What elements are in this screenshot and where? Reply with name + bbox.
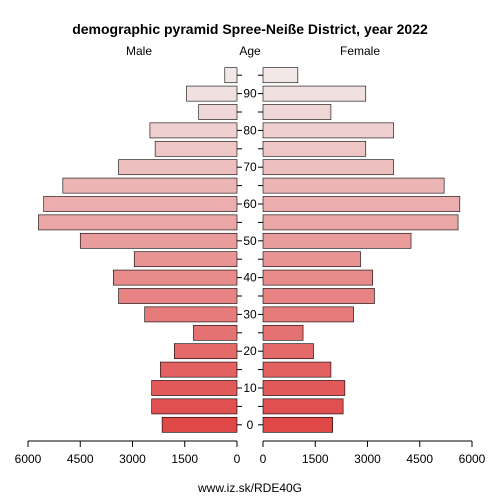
male-bar <box>118 159 238 176</box>
male-bar <box>193 324 238 341</box>
female-bar <box>262 306 354 323</box>
male-bar <box>161 416 238 433</box>
female-bar <box>262 104 332 120</box>
x-tick-label-right: 3000 <box>354 452 381 466</box>
male-bar <box>43 196 238 212</box>
male-bars <box>38 67 238 433</box>
female-bar <box>262 214 459 231</box>
age-tick-label: 40 <box>243 271 257 285</box>
female-bar <box>262 288 375 304</box>
x-tick-label-left: 4500 <box>67 452 94 466</box>
male-bar <box>133 251 238 268</box>
female-bar <box>262 67 299 84</box>
x-tick-label-left: 0 <box>234 452 241 466</box>
female-bar <box>262 122 394 139</box>
male-label: Male <box>126 44 152 58</box>
female-bar <box>262 140 367 157</box>
chart-title: demographic pyramid Spree-Neiße District… <box>72 21 428 37</box>
male-bar <box>38 214 238 231</box>
female-bar <box>262 85 367 102</box>
male-bar <box>151 380 238 396</box>
male-bar <box>151 398 238 415</box>
female-bar <box>262 324 304 341</box>
age-tick-label: 0 <box>247 418 254 432</box>
male-bar <box>62 177 238 194</box>
x-tick-label-right: 1500 <box>302 452 329 466</box>
x-tick-label-left: 1500 <box>171 452 198 466</box>
male-bar <box>118 288 238 304</box>
x-tick-label-right: 4500 <box>406 452 433 466</box>
male-bar <box>186 85 238 102</box>
x-tick-label-left: 6000 <box>15 452 42 466</box>
female-bar <box>262 269 374 286</box>
male-bar <box>144 306 238 323</box>
x-tick-label-right: 0 <box>260 452 267 466</box>
axes: 0 10 20 30 40 50 60 70 80 90 6000 4500 3000 1500 0 0 150… <box>15 74 486 466</box>
age-tick-label: 60 <box>243 197 257 211</box>
female-label: Female <box>340 44 380 58</box>
male-bar <box>160 361 238 378</box>
age-tick-label: 90 <box>243 87 257 101</box>
age-label: Age <box>239 44 261 58</box>
female-bar <box>262 232 412 249</box>
female-bar <box>262 398 344 415</box>
age-tick-label: 80 <box>243 123 257 137</box>
female-bar <box>262 196 461 212</box>
male-bar <box>174 343 238 360</box>
age-tick-label: 10 <box>243 381 257 395</box>
x-tick-label-left: 3000 <box>119 452 146 466</box>
female-bar <box>262 343 314 360</box>
male-bar <box>198 104 238 120</box>
female-bar <box>262 159 394 176</box>
female-bar <box>262 416 333 433</box>
age-tick-label: 30 <box>243 307 257 321</box>
age-tick-label: 50 <box>243 234 257 248</box>
male-bar <box>224 67 238 84</box>
x-tick-label-right: 6000 <box>459 452 486 466</box>
female-bar <box>262 380 346 396</box>
source-footer: www.iz.sk/RDE40G <box>197 481 302 495</box>
female-bar <box>262 177 445 194</box>
male-bar <box>79 232 238 249</box>
age-tick-label: 70 <box>243 160 257 174</box>
male-bar <box>154 140 238 157</box>
male-bar <box>113 269 238 286</box>
female-bar <box>262 361 332 378</box>
male-bar <box>149 122 238 139</box>
age-tick-label: 20 <box>243 344 257 358</box>
female-bar <box>262 251 361 268</box>
female-bars <box>262 67 461 433</box>
